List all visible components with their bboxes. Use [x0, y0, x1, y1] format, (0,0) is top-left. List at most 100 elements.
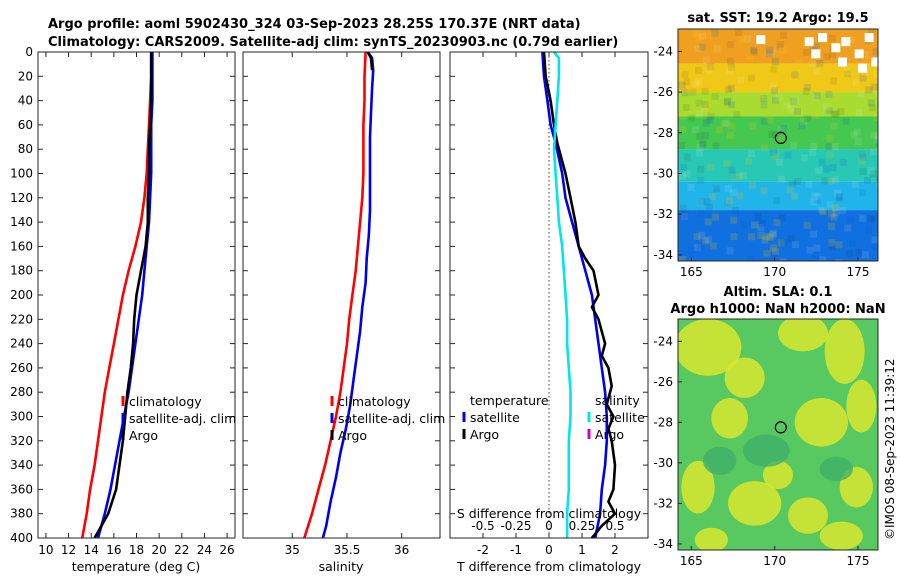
sst-pixel	[695, 77, 703, 85]
sst-pixel	[695, 99, 703, 107]
legend-label: satellite	[595, 410, 645, 425]
sst-pixel	[705, 203, 713, 211]
sst-pixel	[757, 224, 765, 232]
sst-pixel	[681, 212, 689, 220]
salinity-xlabel: salinity	[319, 559, 364, 574]
sst-pixel	[738, 35, 746, 43]
sst-pixel	[694, 44, 702, 52]
sst-pixel	[818, 206, 826, 214]
y-tick-label: -30	[653, 456, 673, 470]
sst-pixel	[682, 104, 690, 112]
sst-pixel	[765, 116, 773, 124]
sst-pixel	[857, 90, 865, 98]
legend-label: satellite-adj. clim	[338, 411, 445, 426]
sst-pixel	[827, 177, 835, 185]
sst-pixel	[703, 104, 711, 112]
legend-title: salinity	[595, 393, 640, 408]
y-tick-label: 360	[10, 482, 33, 496]
sst-pixel	[706, 116, 714, 124]
sst-pixel	[725, 201, 733, 209]
sst-pixel	[839, 207, 847, 215]
x-tick-label: 175	[847, 554, 870, 568]
sst-pixel	[802, 88, 810, 96]
cloud-cell	[831, 43, 841, 53]
sst-pixel	[815, 167, 823, 175]
sst-pixel	[870, 131, 878, 139]
temperature-panel: 10 12 14 16 18 20 22 24 26 climatology satellite-a…	[37, 51, 236, 557]
sst-pixel	[839, 159, 847, 167]
sst-pixel	[698, 242, 706, 250]
sst-pixel	[872, 70, 878, 78]
sst-pixel	[702, 237, 710, 245]
sst-pixel	[768, 130, 776, 138]
sst-pixel	[826, 201, 834, 209]
sst-pixel	[681, 89, 689, 97]
y-tick-label: -34	[653, 248, 673, 262]
x-tick-label: 18	[129, 543, 144, 557]
sla-blob	[681, 460, 715, 514]
sst-pixel	[679, 125, 687, 133]
sst-pixel	[859, 168, 867, 176]
sst-pixel	[787, 105, 795, 113]
sst-pixel	[775, 93, 783, 101]
sst-pixel	[712, 142, 720, 150]
series-satellite-adj-clim	[96, 52, 154, 539]
sst-pixel	[859, 189, 867, 197]
sst-map-panel: 165 170 175 -24 -26 -28 -30 -32 -34	[653, 28, 879, 279]
sst-pixel	[760, 117, 768, 125]
s-diff-tick-label: -0.25	[500, 519, 531, 533]
sst-pixel	[800, 118, 808, 126]
sst-pixel	[697, 209, 705, 217]
sla-title-line1: Altim. SLA: 0.1	[724, 285, 833, 300]
sst-pixel	[748, 181, 756, 189]
sst-pixel	[736, 192, 744, 200]
sla-blob	[711, 398, 749, 439]
sst-pixel	[803, 221, 811, 229]
x-tick-label: 165	[680, 265, 703, 279]
sst-pixel	[830, 77, 838, 85]
x-tick-label: 165	[680, 554, 703, 568]
y-tick-label: 60	[18, 118, 33, 132]
sst-pixel	[790, 142, 798, 150]
y-tick-label: -24	[653, 334, 673, 348]
sst-pixel	[711, 92, 719, 100]
sst-pixel	[859, 151, 867, 159]
sst-pixel	[796, 109, 804, 117]
cloud-cell	[858, 63, 867, 73]
sst-pixel	[865, 226, 873, 234]
x-tick-label: 14	[84, 543, 99, 557]
y-tick-label: -32	[653, 207, 673, 221]
sst-pixel	[751, 221, 759, 229]
y-tick-label: 120	[10, 191, 33, 205]
sst-pixel	[739, 171, 747, 179]
sst-pixel	[696, 143, 704, 151]
cloud-cell	[818, 33, 827, 43]
sst-pixel	[699, 43, 707, 51]
sst-pixel	[678, 142, 686, 150]
sst-pixel	[779, 31, 787, 39]
sst-pixel	[816, 59, 824, 67]
x-tick-label: -2	[477, 543, 489, 557]
y-tick-label: 300	[10, 410, 33, 424]
y-tick-label: 80	[18, 142, 33, 156]
legend-title: temperature	[470, 393, 549, 408]
sst-pixel	[706, 63, 714, 71]
sst-pixel	[697, 199, 705, 207]
y-tick-label: 220	[10, 312, 33, 326]
cloud-cell	[864, 33, 874, 43]
sst-pixel	[769, 231, 777, 239]
sst-pixel	[702, 119, 710, 127]
sst-pixel	[726, 247, 734, 255]
legend-label: Argo	[595, 427, 624, 442]
sst-pixel	[783, 102, 791, 110]
sst-title: sat. SST: 19.2 Argo: 19.5	[687, 11, 868, 26]
sst-pixel	[706, 97, 714, 105]
sst-band	[678, 149, 878, 182]
sst-pixel	[770, 229, 778, 237]
sst-pixel	[830, 213, 838, 221]
sst-band	[678, 210, 878, 261]
sst-pixel	[853, 128, 861, 136]
sst-pixel	[754, 213, 762, 221]
sst-pixel	[828, 222, 836, 230]
sst-pixel	[748, 74, 756, 82]
